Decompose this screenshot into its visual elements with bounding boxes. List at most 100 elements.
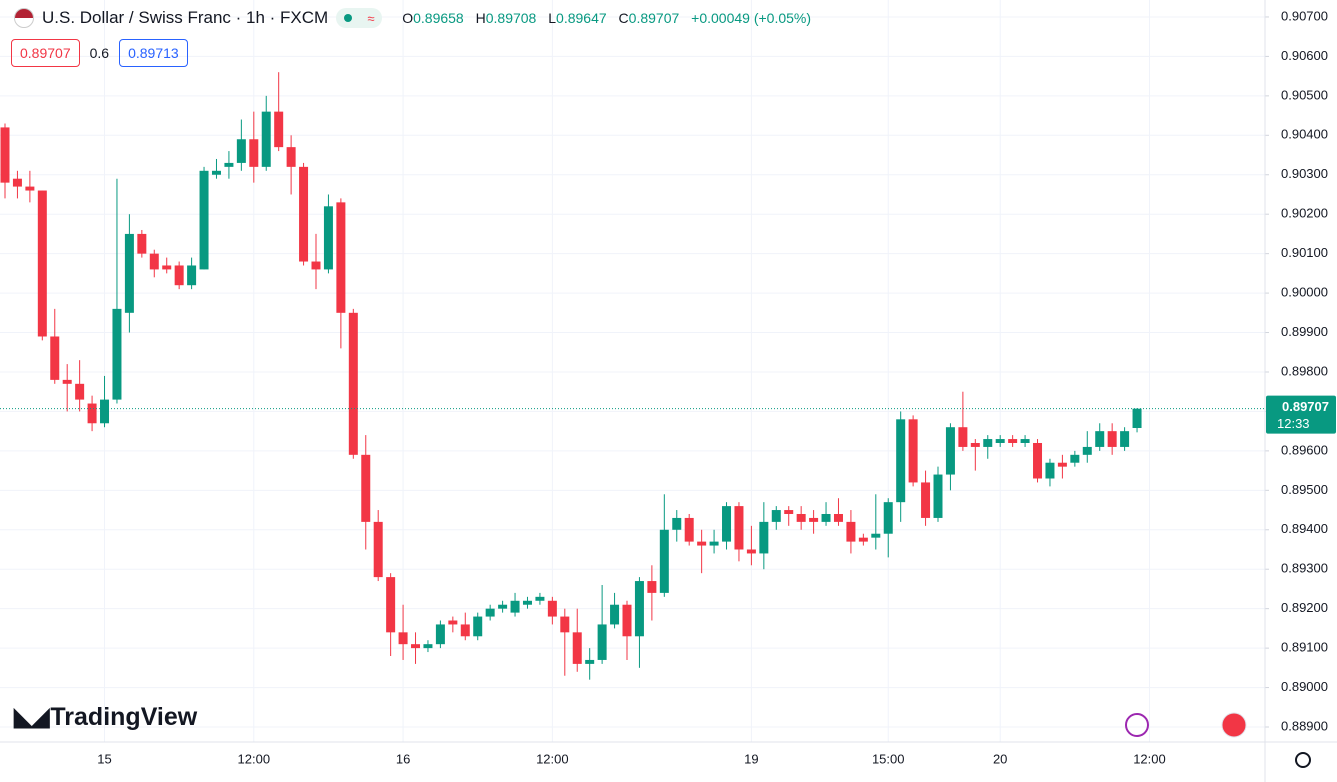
candle-body: [796, 513, 806, 522]
candle-body: [1057, 462, 1067, 467]
candle-body: [995, 439, 1005, 443]
candle-body: [423, 644, 433, 649]
candle-body: [1070, 454, 1080, 463]
x-tick-label: 12:00: [238, 751, 271, 766]
ohlc-readout: O0.89658 H0.89708 L0.89647 C0.89707 +0.0…: [402, 10, 819, 26]
candle-body: [697, 541, 707, 546]
candle-body: [585, 659, 595, 664]
candle-body: [722, 506, 732, 542]
candle-body: [522, 600, 532, 605]
candle-body: [945, 427, 955, 475]
candle-body: [162, 265, 172, 270]
candle-body: [858, 537, 868, 542]
candle-body: [100, 399, 110, 424]
candle-body: [684, 517, 694, 542]
trade-boxes: 0.89707 0.6 0.89713: [11, 39, 188, 67]
candle-body: [386, 577, 396, 633]
candle-body: [809, 517, 819, 522]
candle-body: [448, 620, 458, 625]
candle-body: [821, 513, 831, 522]
candle-body: [647, 581, 657, 593]
symbol-title[interactable]: U.S. Dollar / Swiss Franc · 1h · FXCM: [42, 8, 329, 27]
y-tick-label: 0.90000: [1281, 285, 1328, 300]
candle-body: [261, 111, 271, 167]
candle-body: [510, 600, 520, 613]
readout-key: O: [402, 10, 414, 26]
candle-body: [784, 510, 794, 514]
x-tick-label: 16: [396, 751, 410, 766]
readout-change: +0.00049 (+0.05%): [691, 10, 812, 26]
status-pill[interactable]: ≈: [336, 8, 383, 28]
candle-body: [398, 632, 408, 645]
candle-body: [124, 233, 134, 313]
x-tick-label: 15:00: [872, 751, 905, 766]
candle-body: [597, 624, 607, 660]
y-tick-label: 0.90100: [1281, 245, 1328, 260]
settings-icon[interactable]: [1295, 752, 1311, 768]
candle-body: [62, 379, 72, 384]
last-price-label: 0.89707: [1282, 399, 1329, 414]
y-tick-label: 0.89000: [1281, 679, 1328, 694]
brand-logo: ◣◢ TradingView: [14, 703, 198, 731]
candle-body: [137, 233, 147, 254]
y-tick-label: 0.90700: [1281, 8, 1328, 23]
y-tick-label: 0.90200: [1281, 206, 1328, 221]
candle-body: [336, 202, 346, 313]
sell-price[interactable]: 0.89707: [11, 39, 80, 67]
candle-body: [970, 442, 980, 447]
candle-body: [323, 206, 333, 270]
candle-body: [1020, 439, 1030, 443]
candle-body: [149, 253, 159, 270]
candle-body: [1033, 442, 1043, 479]
candle-body: [498, 604, 508, 609]
candle-body: [361, 454, 371, 522]
candle-body: [535, 596, 545, 601]
readout-key: C: [618, 10, 629, 26]
readout-value: 0.89658: [413, 10, 464, 26]
y-tick-label: 0.89100: [1281, 640, 1328, 655]
candle-body: [1107, 431, 1117, 447]
candle-body: [846, 521, 856, 542]
candle-body: [921, 482, 931, 518]
candle-body: [87, 403, 97, 424]
x-tick-label: 20: [993, 751, 1007, 766]
x-tick-label: 12:00: [536, 751, 569, 766]
candle-body: [1045, 462, 1055, 479]
y-tick-label: 0.89400: [1281, 521, 1328, 536]
candle-body: [411, 644, 421, 649]
y-tick-label: 0.88900: [1281, 718, 1328, 733]
candle-body: [759, 521, 769, 554]
candle-body: [187, 265, 197, 286]
candle-body: [311, 261, 321, 270]
candle-body: [958, 427, 968, 447]
spread: 0.6: [89, 45, 110, 61]
y-tick-label: 0.90500: [1281, 87, 1328, 102]
candle-body: [908, 419, 918, 483]
candle-body: [286, 147, 296, 167]
readout-key: H: [475, 10, 486, 26]
candle-body: [672, 517, 682, 530]
x-tick-label: 19: [744, 751, 758, 766]
buy-price[interactable]: 0.89713: [119, 39, 188, 67]
last-price-box: [1266, 395, 1336, 434]
candle-body: [833, 513, 843, 522]
y-tick-label: 0.89500: [1281, 482, 1328, 497]
candle-body: [435, 624, 445, 645]
alert-icon[interactable]: [1125, 713, 1149, 737]
candle-body: [236, 139, 246, 163]
candle-body: [771, 510, 781, 522]
candle-body: [933, 474, 943, 518]
candle-body: [460, 624, 470, 637]
candle-body: [634, 581, 644, 637]
y-tick-label: 0.89800: [1281, 363, 1328, 378]
candle-body: [174, 265, 184, 286]
candle-body: [896, 419, 906, 503]
candle-body: [883, 502, 893, 534]
countdown: 12:33: [1277, 416, 1310, 431]
x-tick-label: 15: [97, 751, 111, 766]
candle-body: [1132, 408, 1142, 429]
candle-body: [0, 127, 10, 183]
readout-value: 0.89647: [556, 10, 607, 26]
y-tick-label: 0.89900: [1281, 324, 1328, 339]
